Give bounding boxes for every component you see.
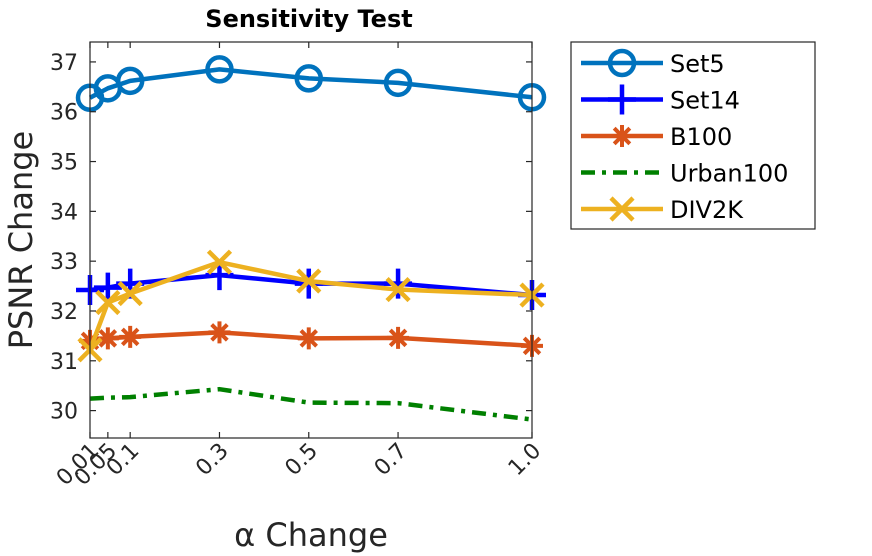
legend-label-div2k: DIV2K [670,196,744,224]
legend-entry-b100: B100 [581,123,732,151]
data-point-div2k [117,280,143,307]
series-urban100 [89,386,533,422]
data-point-b100 [208,321,231,344]
data-point-div2k [95,289,121,316]
axes-box [89,41,533,439]
series-line-set5 [88,67,533,100]
y-tick-label: 33 [50,250,78,275]
data-point-set14 [384,268,413,299]
y-tick-label: 37 [50,51,78,76]
data-point-div2k [385,276,411,303]
legend-label-b100: B100 [670,123,732,151]
legend-label-set5: Set5 [670,50,725,78]
y-tick-label: 32 [50,300,78,325]
legend-entry-set5: Set5 [581,48,725,78]
y-tick-label: 36 [50,101,78,126]
plot-area [90,42,532,438]
series-line-urban100 [89,386,533,422]
data-point-set5 [205,55,234,84]
legend-entry-div2k: DIV2K [581,196,744,224]
y-tick-label: 30 [50,400,78,425]
chart-title: Sensitivity Test [205,5,412,33]
legend-marker-set5 [607,48,637,78]
data-point-div2k [206,249,233,275]
legend: Set5 Set14 B100 Urban100 DIV2K [570,41,816,230]
y-axis-label: PSNR Change [2,131,40,349]
y-tick-label: 34 [50,200,78,225]
legend-marker-set14 [608,84,636,115]
data-point-set5 [294,64,324,93]
legend-entry-urban100: Urban100 [581,160,788,188]
legend-marker-div2k [609,196,635,222]
y-tick-label: 35 [50,151,78,176]
data-point-set5 [115,66,145,96]
data-point-b100 [297,327,320,350]
legend-label-urban100: Urban100 [670,160,788,188]
data-point-b100 [387,326,410,349]
data-point-b100 [96,327,119,350]
data-point-set5 [383,68,413,98]
legend-label-set14: Set14 [670,87,740,115]
data-point-div2k [296,268,322,294]
data-point-b100 [119,325,142,348]
data-point-set14 [93,272,122,303]
y-tick-label: 31 [50,350,78,375]
legend-marker-b100 [611,125,633,147]
legend-entry-set14: Set14 [581,84,740,115]
x-axis-label: α Change [234,516,388,554]
